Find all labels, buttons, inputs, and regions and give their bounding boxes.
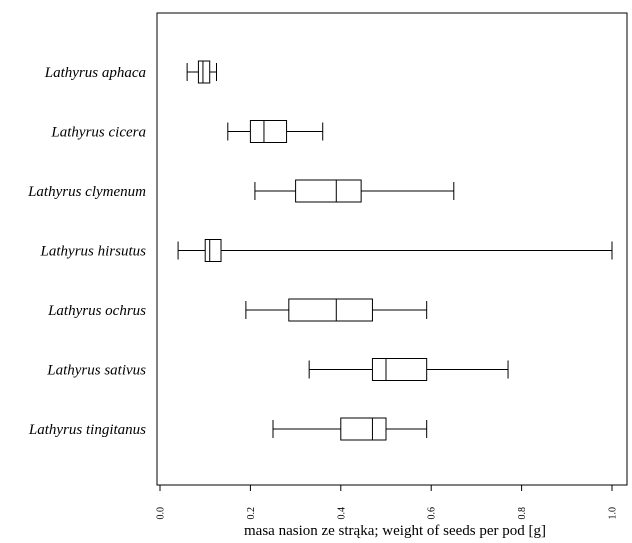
box-2 — [227, 120, 324, 143]
box-3 — [254, 179, 455, 203]
box-7 — [272, 417, 428, 441]
boxplot-series — [177, 60, 613, 441]
x-axis: 0.0 0.2 0.4 0.6 0.8 1.0 — [156, 485, 619, 520]
iqr-box — [249, 120, 288, 143]
x-tick-label: 0.2 — [246, 507, 257, 520]
category-label: Lathyrus aphaca — [44, 65, 146, 81]
x-tick-label: 0.4 — [336, 507, 347, 520]
iqr-box — [197, 60, 211, 84]
iqr-box — [204, 239, 222, 262]
x-tick-label: 0.8 — [517, 507, 528, 520]
x-tick-label: 0.0 — [156, 507, 167, 520]
plot-frame — [156, 12, 628, 486]
category-label: Lathyrus hirsutus — [40, 244, 147, 260]
x-tick-label: 0.6 — [427, 507, 438, 520]
iqr-box — [340, 417, 387, 441]
iqr-box — [371, 358, 428, 381]
box-4 — [177, 239, 613, 262]
category-label: Lathyrus tingitanus — [28, 422, 146, 438]
box-5 — [245, 298, 428, 322]
category-label: Lathyrus sativus — [46, 363, 146, 379]
iqr-box — [288, 298, 373, 322]
x-axis-title: masa nasion ze strąka; weight of seeds p… — [244, 523, 546, 539]
box-6 — [308, 358, 509, 381]
category-label: Lathyrus cicera — [50, 125, 146, 141]
x-tick-label: 1.0 — [608, 507, 619, 520]
box-1 — [186, 60, 217, 84]
category-labels: Lathyrus aphaca Lathyrus cicera Lathyrus c… — [27, 65, 146, 438]
category-label: Lathyrus ochrus — [47, 303, 146, 319]
category-label: Lathyrus clymenum — [27, 184, 146, 200]
iqr-box — [295, 179, 362, 203]
